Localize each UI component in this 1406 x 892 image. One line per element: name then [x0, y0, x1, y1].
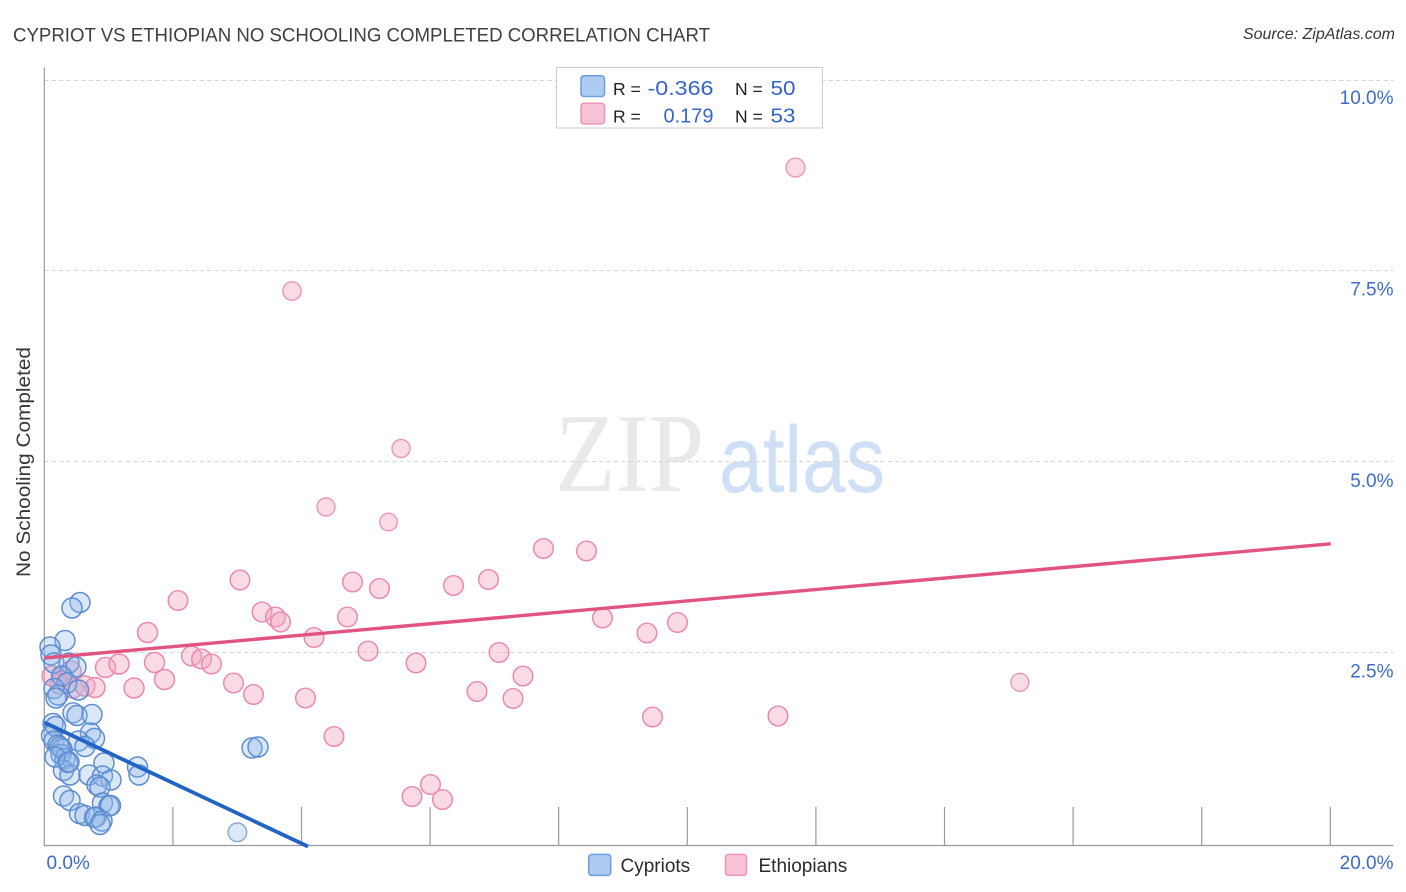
svg-text:53: 53	[771, 105, 796, 128]
svg-text:N =: N =	[735, 79, 763, 99]
svg-text:0.0%: 0.0%	[47, 853, 90, 874]
svg-text:atlas: atlas	[719, 407, 885, 513]
svg-text:5.0%: 5.0%	[1350, 471, 1393, 492]
svg-text:10.0%: 10.0%	[1340, 88, 1394, 109]
svg-text:50: 50	[771, 77, 796, 100]
svg-text:CYPRIOT VS ETHIOPIAN NO SCHOOL: CYPRIOT VS ETHIOPIAN NO SCHOOLING COMPLE…	[13, 26, 710, 47]
svg-text:0.179: 0.179	[664, 105, 714, 128]
svg-text:7.5%: 7.5%	[1350, 279, 1393, 300]
svg-text:R =: R =	[613, 79, 641, 99]
svg-text:N =: N =	[735, 107, 763, 127]
svg-text:No Schooling Completed: No Schooling Completed	[14, 347, 35, 577]
svg-text:2.5%: 2.5%	[1350, 661, 1393, 682]
svg-text:Ethiopians: Ethiopians	[759, 856, 848, 877]
svg-text:20.0%: 20.0%	[1340, 853, 1394, 874]
svg-text:ZIP: ZIP	[555, 392, 704, 516]
svg-text:Source: ZipAtlas.com: Source: ZipAtlas.com	[1243, 26, 1395, 43]
svg-text:-0.366: -0.366	[648, 77, 714, 100]
svg-text:Cypriots: Cypriots	[621, 856, 691, 877]
svg-text:R =: R =	[613, 107, 641, 127]
